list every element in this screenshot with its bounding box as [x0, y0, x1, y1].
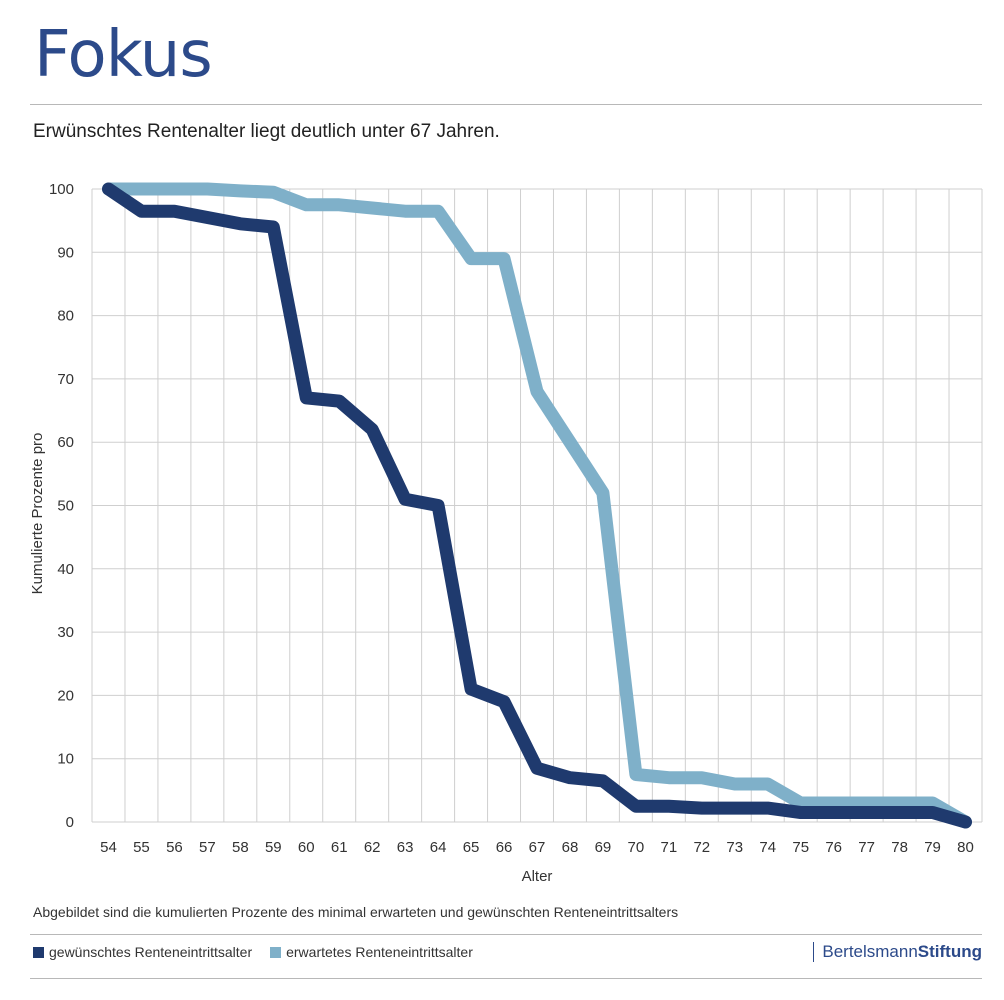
x-tick-label: 69 — [595, 839, 612, 856]
chart-legend: gewünschtes Renteneintrittsalter erwarte… — [33, 944, 491, 960]
y-tick-label: 10 — [57, 751, 74, 768]
legend-swatch-desired — [33, 946, 44, 958]
x-tick-label: 60 — [298, 839, 315, 856]
series-line-expected — [102, 182, 972, 829]
y-tick-label: 90 — [57, 244, 74, 261]
x-tick-label: 79 — [924, 839, 941, 856]
y-tick-label: 50 — [57, 498, 74, 515]
x-tick-label: 77 — [858, 839, 875, 856]
x-tick-label: 72 — [693, 839, 710, 856]
x-tick-label: 55 — [133, 839, 150, 856]
y-tick-label: 80 — [57, 308, 74, 325]
x-tick-label: 67 — [529, 839, 546, 856]
x-tick-label: 73 — [726, 839, 743, 856]
x-axis-title: Alter — [522, 868, 553, 885]
y-tick-label: 60 — [57, 434, 74, 451]
series-line-desired — [102, 182, 972, 829]
brand-regular: Bertelsmann — [822, 942, 918, 961]
y-tick-label: 30 — [57, 624, 74, 641]
x-tick-label: 71 — [661, 839, 678, 856]
x-tick-label: 63 — [397, 839, 414, 856]
chart-caption: Abgebildet sind die kumulierten Prozente… — [33, 904, 679, 920]
divider-bottom-1 — [30, 934, 982, 935]
x-tick-label: 61 — [331, 839, 348, 856]
divider-top — [30, 104, 982, 105]
x-tick-label: 59 — [265, 839, 282, 856]
x-tick-label: 75 — [792, 839, 809, 856]
legend-item-expected: erwartetes Renteneintrittsalter — [270, 944, 473, 960]
x-tick-label: 58 — [232, 839, 249, 856]
y-axis-title: Kumulierte Prozente pro — [29, 433, 46, 595]
brand-bold: Stiftung — [917, 942, 982, 961]
legend-item-desired: gewünschtes Renteneintrittsalter — [33, 944, 252, 960]
x-tick-label: 66 — [496, 839, 513, 856]
y-tick-label: 0 — [66, 814, 74, 831]
x-tick-label: 68 — [562, 839, 579, 856]
x-tick-label: 80 — [957, 839, 974, 856]
y-tick-label: 40 — [57, 561, 74, 578]
legend-swatch-expected — [270, 946, 282, 958]
x-tick-label: 65 — [463, 839, 480, 856]
divider-bottom-2 — [30, 978, 982, 979]
x-tick-label: 62 — [364, 839, 381, 856]
y-tick-label: 20 — [57, 687, 74, 704]
x-tick-label: 78 — [891, 839, 908, 856]
legend-label-desired: gewünschtes Renteneintrittsalter — [49, 944, 253, 960]
x-tick-label: 76 — [825, 839, 842, 856]
brand-logo: BertelsmannStiftung — [813, 942, 982, 962]
x-tick-label: 56 — [166, 839, 183, 856]
chart-subtitle: Erwünschtes Rentenalter liegt deutlich u… — [33, 121, 500, 142]
page-heading: Fokus — [34, 18, 213, 92]
x-tick-label: 57 — [199, 839, 216, 856]
y-tick-label: 100 — [49, 181, 74, 198]
x-tick-label: 64 — [430, 839, 447, 856]
legend-label-expected: erwartetes Renteneintrittsalter — [286, 944, 473, 960]
x-tick-label: 70 — [628, 839, 645, 856]
x-tick-label: 54 — [100, 839, 117, 856]
x-tick-label: 74 — [759, 839, 776, 856]
y-tick-label: 70 — [57, 371, 74, 388]
